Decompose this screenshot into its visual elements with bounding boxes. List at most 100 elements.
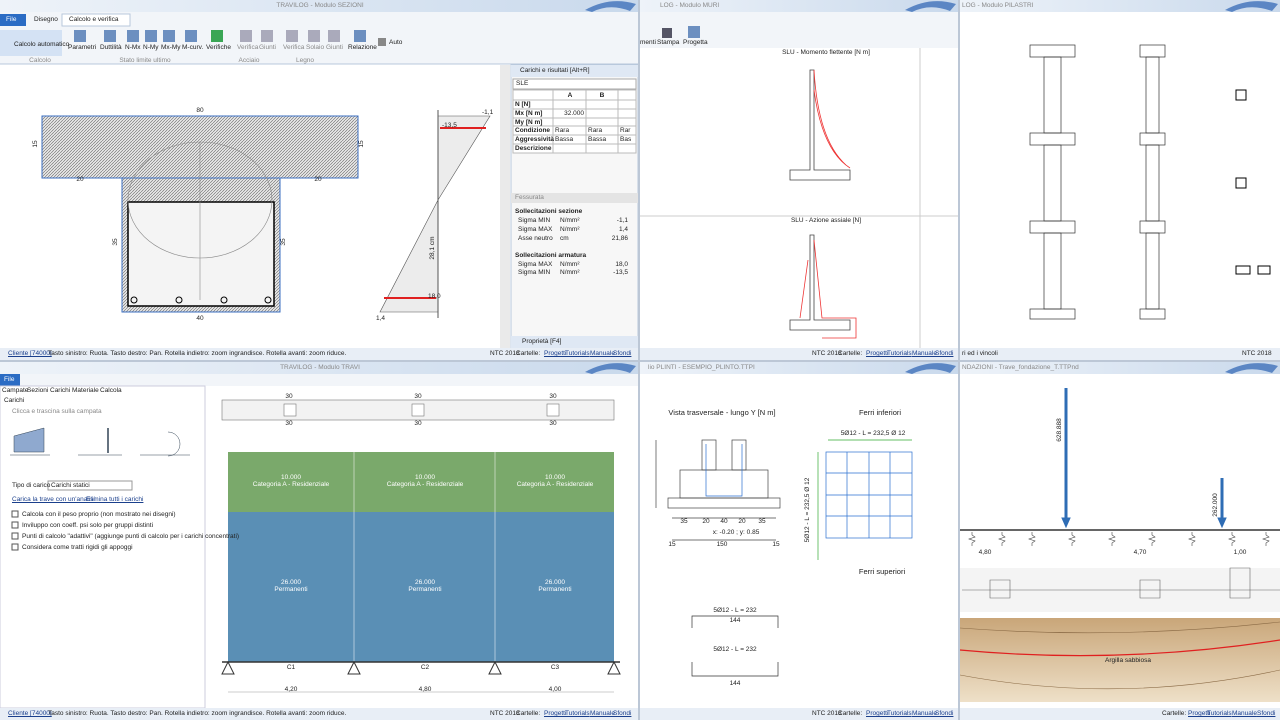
window-pilastri: [960, 0, 1280, 360]
loads: 628.888: [1055, 418, 1063, 442]
checkboxes[interactable]: [11, 510, 19, 551]
links[interactable]: Tutorials: [887, 710, 912, 717]
section-dim: 30: [285, 420, 293, 427]
links[interactable]: Manuale: [590, 710, 615, 717]
buttons[interactable]: Duttilità: [100, 44, 122, 51]
tabs[interactable]: Sezioni: [27, 387, 49, 394]
plots: SLU - Azione assiale [N]: [790, 217, 862, 224]
file[interactable]: File: [4, 376, 15, 383]
panel-header: [511, 65, 638, 77]
print-icon[interactable]: [662, 28, 672, 38]
links[interactable]: Sfondi: [1257, 710, 1276, 717]
status-bar: [960, 348, 1280, 360]
bars: 144: [729, 680, 741, 687]
columns: [1029, 44, 1166, 320]
links[interactable]: Elimina tutti i carichi: [86, 496, 144, 503]
links[interactable]: Progetti: [866, 710, 889, 717]
views: Ferri inferiori: [858, 408, 902, 417]
bars: 144: [729, 617, 741, 624]
links[interactable]: Manuale: [912, 710, 937, 717]
buttons[interactable]: Verifiche: [206, 44, 231, 51]
logo: [1225, 1, 1278, 12]
scrollbar[interactable]: [500, 65, 510, 348]
tabs[interactable]: File: [6, 16, 17, 23]
active-tab[interactable]: [61, 13, 131, 27]
buttons[interactable]: Giunti: [259, 44, 276, 51]
rows: -13,5: [613, 269, 628, 276]
dims: 20: [738, 518, 746, 525]
buttons[interactable]: M-curv.: [182, 44, 204, 51]
links[interactable]: Tutorials: [565, 710, 590, 717]
load-type-combo[interactable]: [47, 480, 133, 491]
buttons[interactable]: Progetta: [683, 39, 708, 46]
buttons[interactable]: Giunti: [326, 44, 343, 51]
supports: [221, 660, 621, 675]
folders: Cartelle:: [838, 350, 863, 357]
tabs[interactable]: Materiale: [72, 387, 99, 394]
hint: Tasto sinistro: Ruota. Tasto destro: Pan…: [48, 710, 347, 717]
links[interactable]: Sfondi: [935, 710, 954, 717]
buttons[interactable]: Mx-My: [161, 44, 181, 51]
checks[interactable]: Punti di calcolo "adattivi" (aggiunge pu…: [22, 533, 240, 540]
title-bar: [640, 362, 958, 374]
columns: A: [567, 92, 573, 99]
buttons[interactable]: Parametri: [68, 44, 97, 51]
checks[interactable]: Calcola con il peso proprio (non mostrat…: [22, 511, 176, 518]
title-bar: [0, 362, 638, 374]
checks[interactable]: Inviluppo con coeff. psi solo per gruppi…: [22, 522, 154, 529]
links[interactable]: Progetti: [544, 710, 567, 717]
design-icon[interactable]: [688, 26, 700, 38]
section-dim: 30: [549, 393, 557, 400]
views: Ferri superiori: [858, 567, 906, 576]
value: 10.000: [545, 474, 565, 481]
groups: Stato limite ultimo: [119, 57, 171, 64]
links[interactable]: Sfondi: [935, 350, 954, 357]
tabs[interactable]: Calcolo e verifica: [69, 16, 119, 23]
checks[interactable]: Considera come tratti rigidi gli appoggi: [22, 544, 133, 551]
norm: NTC 2018: [490, 350, 520, 357]
buttons[interactable]: Solaio: [306, 44, 325, 51]
tabs[interactable]: Disegno: [34, 16, 58, 23]
auto-calc-button[interactable]: [0, 30, 62, 56]
buttons[interactable]: Verifica: [237, 44, 259, 51]
file-tab[interactable]: [0, 14, 26, 26]
links[interactable]: Progetti: [544, 350, 567, 357]
buttons[interactable]: N-Mx: [125, 44, 141, 51]
combo[interactable]: SLE: [516, 80, 529, 87]
columns: B: [599, 92, 605, 99]
buttons[interactable]: Calcolo automatico: [14, 41, 70, 48]
combo[interactable]: [512, 78, 637, 90]
dims: 20: [76, 176, 84, 183]
bars: 5Ø12 - L = 232: [713, 607, 757, 614]
file-tab[interactable]: [0, 374, 20, 386]
links[interactable]: Progetti: [1188, 710, 1211, 717]
buttons[interactable]: Relazione: [348, 44, 377, 51]
load-type: Carichi statici: [51, 482, 90, 489]
logo: [1225, 363, 1278, 374]
name: Permanenti: [538, 586, 572, 593]
links[interactable]: Carica la trave con un'analisi: [12, 496, 95, 503]
buttons[interactable]: Auto: [389, 39, 403, 46]
tabs[interactable]: Calcola: [100, 387, 122, 394]
buttons[interactable]: Stampa: [657, 39, 680, 46]
links[interactable]: Manuale: [590, 350, 615, 357]
status-bar: [0, 708, 638, 720]
links[interactable]: Sfondi: [613, 710, 632, 717]
links[interactable]: Progetti: [866, 350, 889, 357]
links[interactable]: Sfondi: [613, 350, 632, 357]
buttons[interactable]: menti: [640, 39, 656, 46]
links[interactable]: Tutorials: [887, 350, 912, 357]
properties-bar[interactable]: [511, 336, 638, 348]
links[interactable]: Tutorials: [1207, 710, 1232, 717]
tabs[interactable]: Carichi: [50, 387, 71, 394]
name: Categoria A - Residenziale: [252, 481, 330, 488]
links[interactable]: Manuale: [912, 350, 937, 357]
buttons[interactable]: N-My: [143, 44, 159, 51]
tabs[interactable]: Campate: [2, 387, 29, 394]
buttons[interactable]: Verifica: [283, 44, 305, 51]
links[interactable]: Manuale: [1232, 710, 1257, 717]
condizione: Rar: [620, 127, 631, 134]
links[interactable]: Tutorials: [565, 350, 590, 357]
bar-shapes: [691, 615, 779, 677]
spans: C1: [286, 664, 296, 671]
